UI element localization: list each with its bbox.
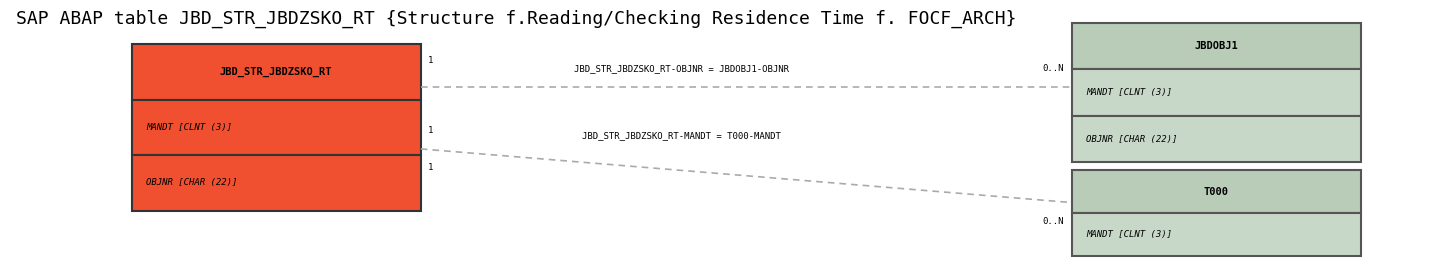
Text: SAP ABAP table JBD_STR_JBDZSKO_RT {Structure f.Reading/Checking Residence Time f: SAP ABAP table JBD_STR_JBDZSKO_RT {Struc… <box>16 9 1016 28</box>
FancyBboxPatch shape <box>1072 69 1361 116</box>
FancyBboxPatch shape <box>132 44 420 100</box>
FancyBboxPatch shape <box>1072 116 1361 162</box>
Text: MANDT [CLNT (3)]: MANDT [CLNT (3)] <box>1087 230 1172 239</box>
Text: JBD_STR_JBDZSKO_RT: JBD_STR_JBDZSKO_RT <box>220 67 332 77</box>
Text: OBJNR [CHAR (22)]: OBJNR [CHAR (22)] <box>1087 135 1178 144</box>
Text: 0..N: 0..N <box>1043 64 1065 73</box>
Text: OBJNR [CHAR (22)]: OBJNR [CHAR (22)] <box>146 178 238 187</box>
Text: 1: 1 <box>427 163 433 172</box>
FancyBboxPatch shape <box>1072 23 1361 69</box>
Text: MANDT [CLNT (3)]: MANDT [CLNT (3)] <box>1087 88 1172 97</box>
Text: JBD_STR_JBDZSKO_RT-MANDT = T000-MANDT: JBD_STR_JBDZSKO_RT-MANDT = T000-MANDT <box>581 131 781 140</box>
Text: JBD_STR_JBDZSKO_RT-OBJNR = JBDOBJ1-OBJNR: JBD_STR_JBDZSKO_RT-OBJNR = JBDOBJ1-OBJNR <box>574 64 788 73</box>
FancyBboxPatch shape <box>1072 170 1361 213</box>
Text: MANDT [CLNT (3)]: MANDT [CLNT (3)] <box>146 123 232 132</box>
FancyBboxPatch shape <box>1072 213 1361 256</box>
Text: 0..N: 0..N <box>1043 217 1065 226</box>
Text: 1: 1 <box>427 56 433 65</box>
Text: 1: 1 <box>427 126 433 135</box>
FancyBboxPatch shape <box>132 100 420 155</box>
FancyBboxPatch shape <box>132 155 420 211</box>
Text: T000: T000 <box>1204 187 1229 197</box>
Text: JBDOBJ1: JBDOBJ1 <box>1194 41 1237 51</box>
